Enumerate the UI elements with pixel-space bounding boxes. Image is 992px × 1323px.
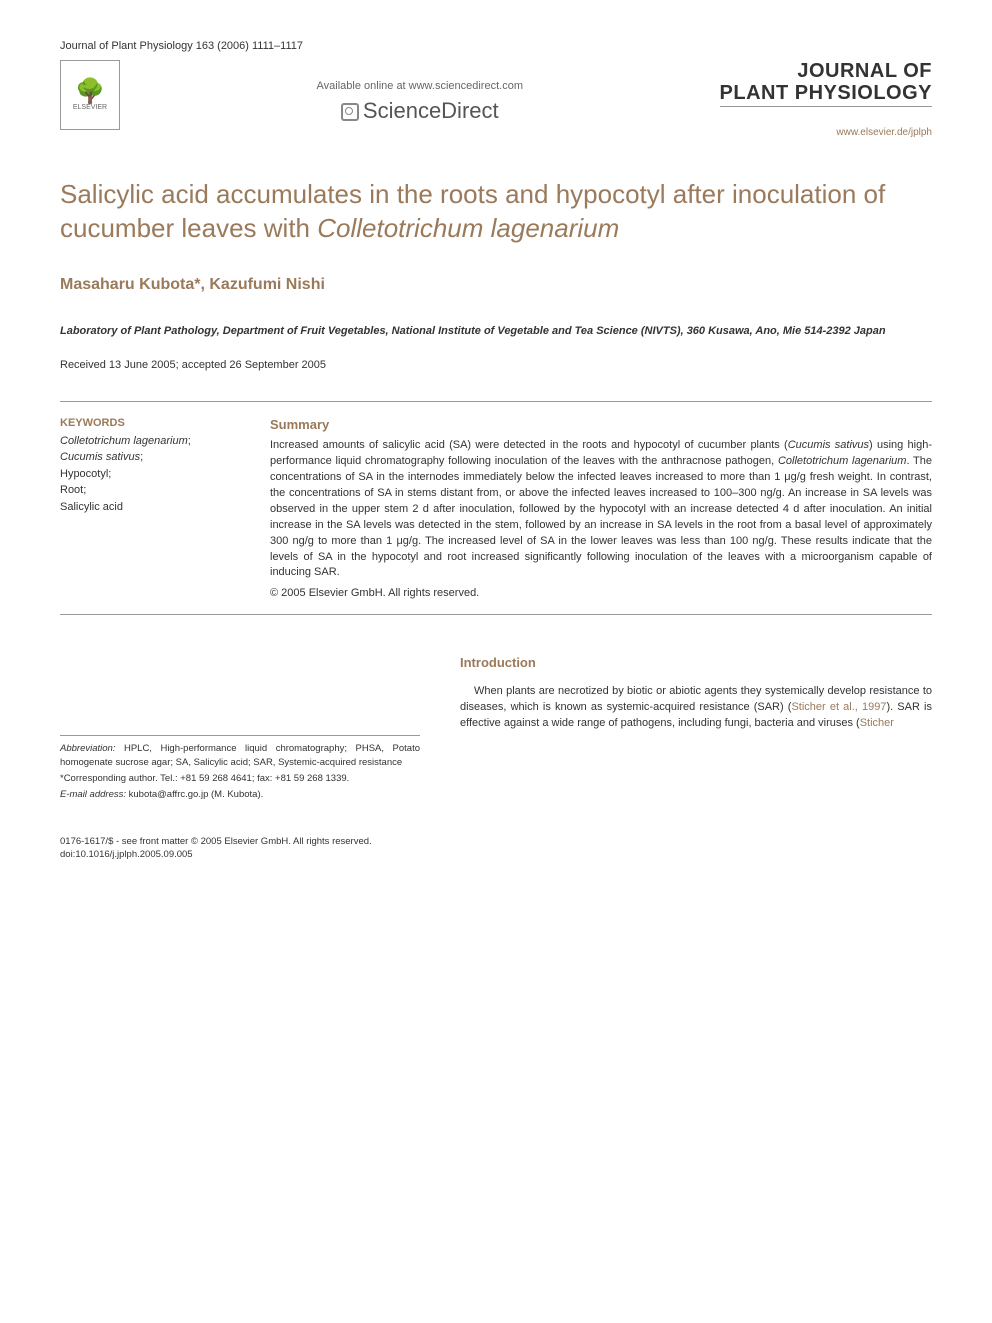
keywords-block: KEYWORDS Colletotrichum lagenarium; Cucu… xyxy=(60,417,240,599)
introduction-text: When plants are necrotized by biotic or … xyxy=(460,684,932,732)
sciencedirect-icon xyxy=(341,103,359,121)
keyword-item: Root; xyxy=(60,484,86,496)
keyword-item: Colletotrichum lagenarium xyxy=(60,435,188,447)
science-direct-logo: ScienceDirect xyxy=(120,98,720,124)
journal-url[interactable]: www.elsevier.de/jplph xyxy=(720,127,932,138)
email-label: E-mail address: xyxy=(60,789,126,800)
title-species: Colletotrichum lagenarium xyxy=(317,213,619,243)
citation-link[interactable]: Sticher et al., 1997 xyxy=(791,701,886,713)
journal-title-rule xyxy=(720,106,932,107)
article-title: Salicylic acid accumulates in the roots … xyxy=(60,178,932,246)
center-header: Available online at www.sciencedirect.co… xyxy=(120,60,720,124)
journal-title-line2: PLANT PHYSIOLOGY xyxy=(720,82,932,104)
summary-species: Colletotrichum lagenarium xyxy=(778,455,906,467)
summary-copyright: © 2005 Elsevier GmbH. All rights reserve… xyxy=(270,587,932,599)
summary-block: Summary Increased amounts of salicylic a… xyxy=(270,417,932,599)
article-dates: Received 13 June 2005; accepted 26 Septe… xyxy=(60,359,932,371)
elsevier-tree-icon: 🌳 xyxy=(75,80,105,104)
journal-title-block: JOURNAL OF PLANT PHYSIOLOGY www.elsevier… xyxy=(720,60,932,138)
keywords-heading: KEYWORDS xyxy=(60,417,240,429)
summary-heading: Summary xyxy=(270,417,932,432)
elsevier-logo: 🌳 ELSEVIER xyxy=(60,60,120,130)
keyword-item: Hypocotyl; xyxy=(60,468,111,480)
footnotes: Abbreviation: HPLC, High-performance liq… xyxy=(60,735,420,804)
affiliation: Laboratory of Plant Pathology, Departmen… xyxy=(60,324,932,339)
abbreviation-note: Abbreviation: HPLC, High-performance liq… xyxy=(60,742,420,769)
summary-text: Increased amounts of salicylic acid (SA)… xyxy=(270,438,932,581)
keywords-list: Colletotrichum lagenarium; Cucumis sativ… xyxy=(60,433,240,516)
footer-copyright: 0176-1617/$ - see front matter © 2005 El… xyxy=(60,835,932,848)
corresponding-author: *Corresponding author. Tel.: +81 59 268 … xyxy=(60,772,420,785)
sciencedirect-text: ScienceDirect xyxy=(363,98,499,123)
summary-span: . The concentrations of SA in the intern… xyxy=(270,455,932,579)
keyword-item: Salicylic acid xyxy=(60,501,123,513)
email-address[interactable]: kubota@affrc.go.jp (M. Kubota). xyxy=(126,789,263,800)
summary-species: Cucumis sativus xyxy=(788,439,869,451)
email-line: E-mail address: kubota@affrc.go.jp (M. K… xyxy=(60,788,420,801)
available-online-text: Available online at www.sciencedirect.co… xyxy=(120,80,720,92)
journal-title-line1: JOURNAL OF xyxy=(720,60,932,82)
citation-link[interactable]: Sticher xyxy=(860,717,894,729)
footer-info: 0176-1617/$ - see front matter © 2005 El… xyxy=(60,835,932,862)
summary-span: Increased amounts of salicylic acid (SA)… xyxy=(270,439,788,451)
authors: Masaharu Kubota*, Kazufumi Nishi xyxy=(60,276,932,294)
footer-doi: doi:10.1016/j.jplph.2005.09.005 xyxy=(60,848,932,861)
abbrev-label: Abbreviation: xyxy=(60,743,115,754)
header-row: 🌳 ELSEVIER Available online at www.scien… xyxy=(60,60,932,138)
journal-reference: Journal of Plant Physiology 163 (2006) 1… xyxy=(60,40,932,52)
abstract-row: KEYWORDS Colletotrichum lagenarium; Cucu… xyxy=(60,401,932,615)
keyword-item: Cucumis sativus xyxy=(60,451,140,463)
lower-row: Abbreviation: HPLC, High-performance liq… xyxy=(60,655,932,804)
introduction-block: Introduction When plants are necrotized … xyxy=(460,655,932,804)
elsevier-label: ELSEVIER xyxy=(73,104,107,111)
introduction-heading: Introduction xyxy=(460,655,932,670)
